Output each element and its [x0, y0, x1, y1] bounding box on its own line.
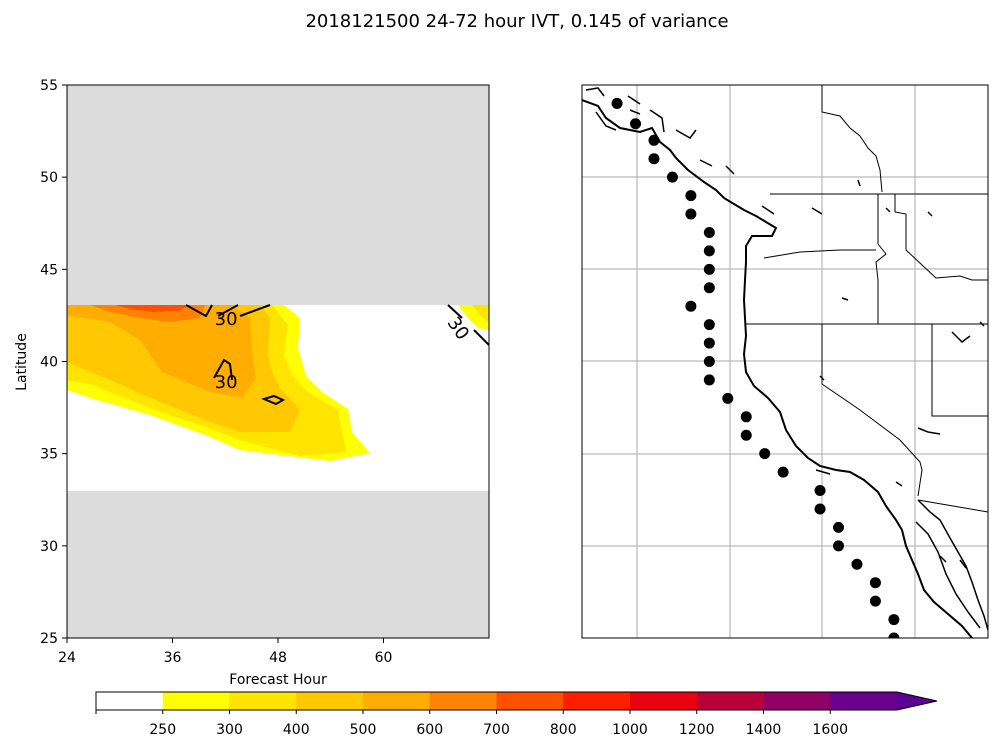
colorbar-tick-label: 250	[149, 722, 176, 738]
station-point	[611, 97, 623, 109]
colorbar-segment	[96, 692, 164, 710]
left-panel: 30 30 30 24 36 48 60 25 30 35 40 45 50 55 Forecast …	[14, 78, 490, 688]
ivt-fill-700	[115, 305, 190, 312]
colorbar-outline	[95, 691, 938, 711]
gulf-of-california-coast	[915, 499, 988, 631]
left-y-axis: 25 30 35 40 45 50 55	[40, 78, 67, 647]
colorbar-tick-label: 1400	[746, 722, 782, 738]
colorbar-segment	[296, 692, 364, 710]
contour-label: 30	[215, 372, 238, 393]
colorbar-ticks: 250 300 400 500 600 700 800 1000 1200 1400 1600	[95, 710, 848, 738]
y-tick-label: 50	[40, 170, 58, 186]
station-point	[666, 171, 678, 183]
station-point	[685, 300, 697, 312]
x-axis-label: Forecast Hour	[229, 672, 327, 688]
station-point	[685, 208, 697, 220]
station-point	[851, 558, 863, 570]
station-point	[703, 263, 715, 275]
station-points	[611, 97, 900, 638]
colorbar-segment	[630, 692, 698, 710]
contour-label: 30	[215, 309, 238, 330]
colorbar-segment	[763, 692, 831, 710]
colorbar-segment	[496, 692, 564, 710]
station-point	[740, 411, 752, 423]
station-point	[869, 577, 881, 589]
colorbar-tick-label: 700	[483, 722, 510, 738]
colorbar-tick-label: 1200	[679, 722, 715, 738]
colorbar-segment	[363, 692, 431, 710]
station-point	[703, 356, 715, 367]
x-tick-label: 24	[58, 650, 76, 666]
station-point	[740, 429, 752, 441]
station-point	[869, 595, 881, 607]
station-point	[814, 485, 826, 497]
station-point	[703, 226, 715, 238]
colorbar: 250 300 400 500 600 700 800 1000 1200 1400 1600	[95, 691, 938, 738]
y-tick-label: 25	[40, 631, 58, 647]
station-point	[703, 337, 715, 349]
y-tick-label: 30	[40, 539, 58, 555]
ivt-fill-500	[67, 305, 256, 398]
station-point	[703, 245, 715, 257]
right-panel-map	[581, 84, 989, 639]
station-point	[759, 448, 771, 460]
colorbar-tick-label: 1000	[612, 722, 648, 738]
colorbar-tick-label: 500	[350, 722, 377, 738]
figure-title: 2018121500 24-72 hour IVT, 0.145 of vari…	[305, 11, 728, 32]
x-tick-label: 60	[375, 650, 393, 666]
colorbar-segment	[162, 692, 230, 710]
colorbar-segment	[830, 692, 898, 710]
coastal-islands	[585, 87, 775, 215]
colorbar-tick-label: 800	[550, 722, 577, 738]
station-point	[648, 134, 660, 146]
y-tick-label: 45	[40, 262, 58, 278]
colorbar-tick-label: 400	[283, 722, 310, 738]
station-point	[703, 282, 715, 294]
right-plot-frame	[581, 84, 989, 639]
y-axis-label: Latitude	[14, 333, 30, 391]
station-point	[685, 190, 697, 202]
no-data-region-bottom	[67, 491, 489, 638]
x-tick-label: 36	[164, 650, 182, 666]
station-point	[888, 632, 900, 638]
colorbar-tick-label: 1600	[812, 722, 848, 738]
y-tick-label: 35	[40, 447, 58, 463]
contour-lines	[185, 304, 489, 406]
ivt-fill-300-east	[472, 305, 489, 322]
colorbar-segments	[95, 691, 938, 711]
state-borders	[746, 85, 988, 513]
station-point	[722, 392, 734, 404]
station-point	[777, 466, 789, 478]
x-tick-label: 48	[269, 650, 287, 666]
station-point	[833, 521, 845, 533]
coastline	[582, 99, 973, 638]
station-point	[703, 374, 715, 386]
station-point	[833, 540, 845, 552]
y-tick-label: 55	[40, 78, 58, 94]
colorbar-segment	[696, 692, 764, 710]
y-tick-label: 40	[40, 355, 58, 371]
colorbar-tick-label: 600	[416, 722, 443, 738]
colorbar-segment	[229, 692, 297, 710]
station-point	[630, 118, 642, 130]
station-point	[888, 614, 900, 626]
left-x-axis: 24 36 48 60	[58, 638, 392, 666]
colorbar-tick-label: 300	[216, 722, 243, 738]
station-point	[703, 319, 715, 331]
no-data-region-top	[67, 85, 489, 305]
colorbar-extend-arrow	[897, 692, 937, 710]
colorbar-segment	[563, 692, 631, 710]
station-point	[648, 153, 660, 165]
station-point	[814, 503, 826, 515]
colorbar-segment	[429, 692, 497, 710]
